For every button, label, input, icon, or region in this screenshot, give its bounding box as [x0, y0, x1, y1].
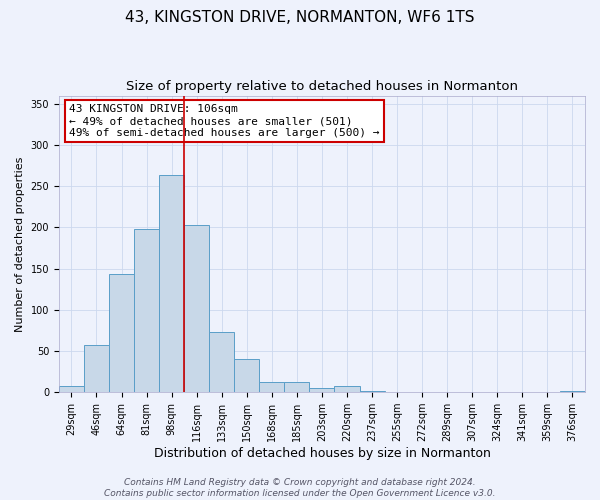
Bar: [334, 386, 359, 392]
Bar: [560, 390, 585, 392]
Bar: [234, 360, 259, 392]
X-axis label: Distribution of detached houses by size in Normanton: Distribution of detached houses by size …: [154, 447, 490, 460]
Text: Contains HM Land Registry data © Crown copyright and database right 2024.
Contai: Contains HM Land Registry data © Crown c…: [104, 478, 496, 498]
Bar: [84, 346, 109, 392]
Bar: [59, 386, 84, 392]
Bar: [359, 390, 385, 392]
Bar: [134, 229, 159, 392]
Bar: [209, 332, 234, 392]
Bar: [184, 225, 209, 392]
Bar: [284, 382, 310, 392]
Bar: [310, 388, 334, 392]
Bar: [109, 274, 134, 392]
Title: Size of property relative to detached houses in Normanton: Size of property relative to detached ho…: [126, 80, 518, 93]
Y-axis label: Number of detached properties: Number of detached properties: [15, 156, 25, 332]
Text: 43, KINGSTON DRIVE, NORMANTON, WF6 1TS: 43, KINGSTON DRIVE, NORMANTON, WF6 1TS: [125, 10, 475, 25]
Text: 43 KINGSTON DRIVE: 106sqm
← 49% of detached houses are smaller (501)
49% of semi: 43 KINGSTON DRIVE: 106sqm ← 49% of detac…: [70, 104, 380, 138]
Bar: [159, 176, 184, 392]
Bar: [259, 382, 284, 392]
